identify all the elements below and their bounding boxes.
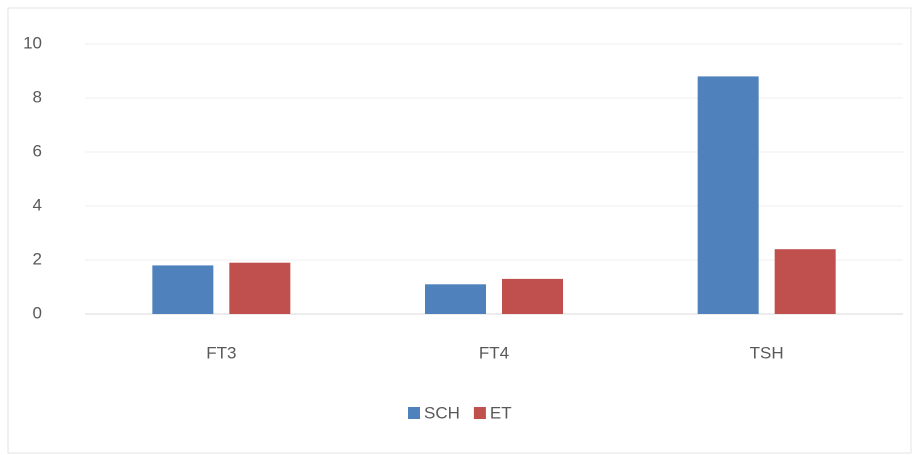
bar <box>152 265 214 314</box>
x-tick-label: TSH <box>750 343 784 362</box>
bar <box>774 249 836 314</box>
legend-swatch <box>408 407 420 419</box>
y-tick-label: 10 <box>23 33 42 52</box>
y-tick-label: 8 <box>33 87 42 106</box>
x-tick-label: FT4 <box>479 343 509 362</box>
legend-label: SCH <box>424 403 460 422</box>
y-tick-label: 0 <box>33 303 42 322</box>
bar <box>425 284 486 314</box>
y-tick-label: 4 <box>33 195 42 214</box>
y-tick-label: 6 <box>33 141 42 160</box>
y-tick-label: 2 <box>33 249 42 268</box>
legend-label: ET <box>490 403 512 422</box>
bar <box>697 76 759 315</box>
x-tick-label: FT3 <box>206 343 236 362</box>
bar <box>502 278 563 314</box>
chart-frame <box>7 7 912 454</box>
bar <box>229 262 291 314</box>
legend-swatch <box>473 407 486 419</box>
